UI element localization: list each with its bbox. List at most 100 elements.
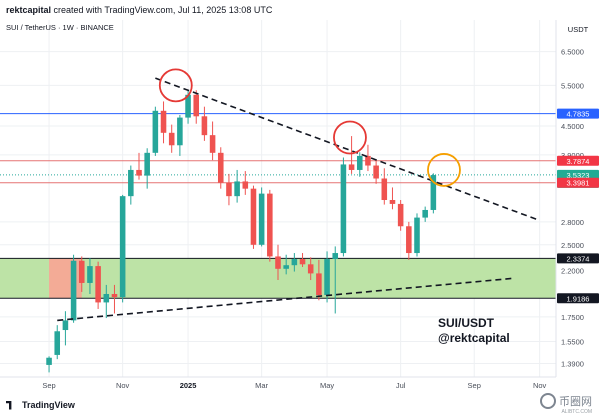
candle-body: [283, 265, 289, 269]
candle-body: [250, 188, 257, 245]
level-price-label: 2.3374: [567, 254, 590, 263]
time-tick-label: Mar: [255, 381, 268, 390]
price-tick-label: 3.9000: [561, 151, 584, 160]
candle-body: [340, 164, 347, 254]
level-price-label: 1.9186: [567, 294, 590, 303]
price-tick-label: 1.3900: [561, 359, 584, 368]
candle: [324, 251, 330, 303]
candle-body: [119, 196, 126, 298]
candle: [209, 121, 216, 161]
candle-body: [324, 259, 330, 296]
candle-body: [217, 152, 224, 183]
highlight-circle: [158, 68, 193, 103]
candle-body: [430, 175, 437, 210]
candle: [267, 189, 273, 262]
candle: [291, 253, 298, 272]
level-price-tag: [557, 177, 599, 188]
candle: [299, 253, 306, 267]
level-price-label: 4.7835: [567, 110, 590, 119]
candle: [160, 101, 167, 144]
candle-body: [332, 253, 339, 260]
candle-body: [103, 293, 110, 303]
candle: [422, 206, 428, 222]
candle-body: [348, 164, 355, 170]
watermark-sub: ALIBTC.COM: [561, 409, 592, 415]
candle-body: [152, 110, 159, 153]
currency-label: USDT: [568, 25, 589, 34]
candle: [87, 258, 93, 294]
price-axis: [556, 20, 600, 397]
candle-body: [54, 331, 61, 355]
candle-body: [201, 116, 208, 136]
level-price-tag: [557, 108, 599, 119]
time-tick-label: May: [320, 381, 334, 390]
candle: [283, 254, 289, 275]
candle: [78, 256, 85, 292]
level-price-tag: [557, 293, 599, 304]
candle-body: [193, 94, 200, 117]
candle: [201, 106, 208, 141]
price-tick-label: 6.5000: [561, 48, 584, 57]
candle: [119, 194, 126, 303]
candle: [258, 187, 265, 247]
candle-body: [291, 259, 298, 266]
tradingview-brand[interactable]: TradingView: [6, 400, 75, 410]
candle: [373, 159, 379, 184]
time-tick-label: Nov: [116, 381, 130, 390]
level-price-label: 3.5323: [567, 171, 590, 180]
watermark-logo-icon: [540, 393, 556, 409]
candle: [226, 173, 232, 206]
candle: [275, 244, 281, 281]
price-tick-label: 2.2000: [561, 267, 584, 276]
candle-body: [307, 264, 314, 274]
candle: [356, 152, 363, 177]
watermark-text: 币圈网: [559, 396, 592, 408]
ascending-trendline: [57, 277, 516, 322]
credit-rest: created with TradingView.com, Jul 11, 20…: [51, 5, 273, 15]
candle: [136, 152, 142, 180]
tradingview-logo-icon: [6, 400, 12, 410]
candle-body: [209, 135, 216, 153]
price-tick-label: 2.5000: [561, 241, 584, 250]
candle: [168, 124, 175, 153]
candle-body: [70, 260, 77, 321]
candle: [365, 144, 371, 172]
candle-body: [422, 209, 428, 218]
highlight-circle: [427, 153, 461, 187]
candle: [397, 200, 404, 231]
candle: [430, 173, 437, 214]
candle: [307, 257, 314, 281]
candle-body: [46, 357, 52, 365]
time-tick-label: Sep: [468, 381, 481, 390]
candle: [406, 221, 412, 260]
credit-user: rektcapital: [6, 5, 52, 15]
candle-body: [62, 320, 69, 331]
candle: [144, 148, 150, 189]
candle-body: [356, 155, 363, 170]
candle: [95, 261, 101, 309]
candle: [177, 115, 183, 156]
candle: [103, 284, 110, 319]
price-chart[interactable]: USDT 6.5000 5.5000 4.5000 3.9000 2.8000 2.5000…: [0, 20, 600, 397]
candle: [316, 259, 322, 301]
candle-body: [381, 178, 388, 201]
candle-body: [160, 110, 167, 133]
credit-line: rektcapital created with TradingView.com…: [6, 5, 272, 15]
time-tick-label: 2025: [180, 381, 197, 390]
chart-header: rektcapital created with TradingView.com…: [0, 0, 600, 20]
candle-body: [258, 193, 265, 245]
candle: [128, 165, 134, 205]
candle: [234, 169, 240, 203]
candle-body: [242, 181, 249, 189]
candle-body: [275, 256, 281, 269]
candle: [340, 157, 347, 257]
candle: [46, 356, 52, 373]
price-tick-label: 4.5000: [561, 122, 584, 131]
candle-body: [168, 132, 175, 146]
time-tick-label: Jul: [396, 381, 406, 390]
candle-body: [267, 193, 273, 257]
candle-body: [128, 169, 134, 197]
level-price-label: 3.3981: [567, 179, 590, 188]
candle-body: [414, 217, 420, 254]
